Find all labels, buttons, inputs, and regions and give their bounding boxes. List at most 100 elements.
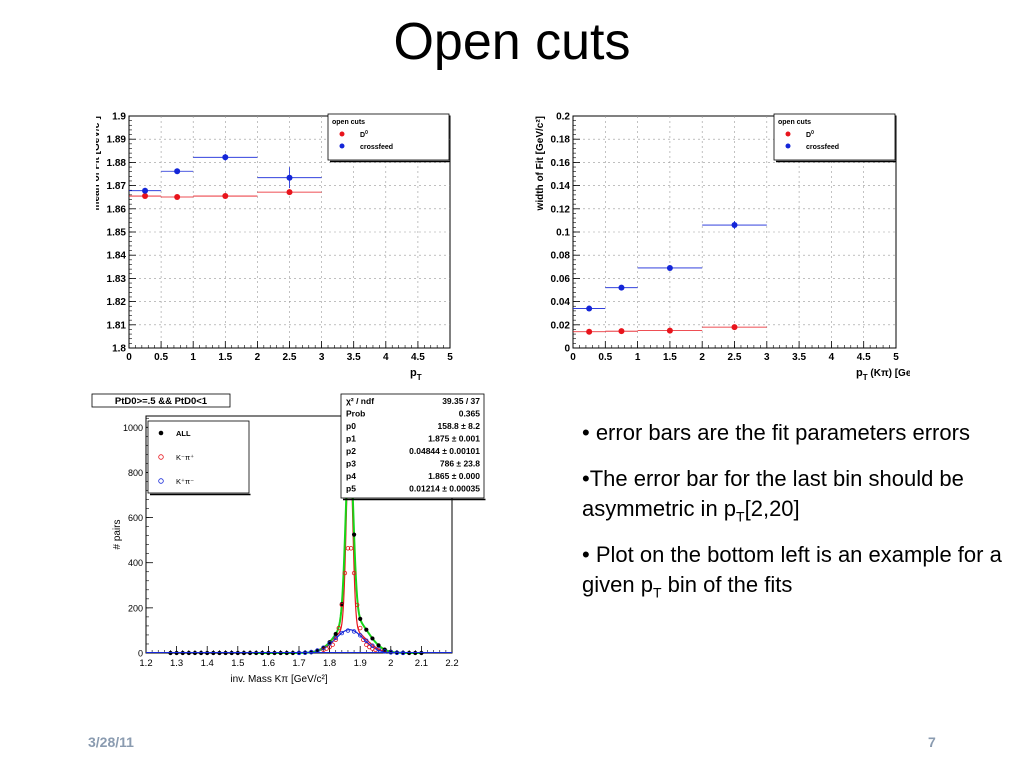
x-axis-label-tail: (Kπ) [GeV/c²] — [868, 368, 910, 379]
stats-param-name: χ² / ndf — [346, 396, 374, 406]
k-plus-pi-minus-point — [376, 647, 381, 652]
stats-param-value: 0.365 — [459, 409, 481, 419]
stats-param-value: 1.875 ± 0.001 — [428, 434, 480, 444]
y-tick-label: 0.14 — [551, 181, 571, 192]
histogram-point — [358, 616, 363, 621]
k-minus-pi-plus-point — [351, 570, 357, 576]
data-point — [573, 328, 606, 335]
stats-param-name: p5 — [346, 484, 356, 494]
histogram-point — [333, 631, 338, 637]
data-point — [129, 193, 162, 200]
data-point — [702, 324, 767, 331]
x-tick-label: 2.2 — [445, 658, 458, 669]
bullet-subscript: T — [736, 508, 745, 525]
k-minus-pi-plus-point — [354, 602, 360, 608]
data-marker — [586, 328, 593, 335]
x-tick-label: 4.5 — [857, 352, 871, 363]
x-tick-label: 0.5 — [154, 352, 168, 363]
y-tick-label: 1.86 — [107, 204, 127, 215]
data-point — [161, 168, 194, 175]
legend-marker — [339, 143, 345, 149]
footer-date: 3/28/11 — [88, 734, 134, 750]
bullet-item: • Plot on the bottom left is an example … — [582, 540, 1014, 600]
x-tick-label: 1.7 — [292, 658, 305, 669]
stats-param-name: p2 — [346, 446, 356, 456]
y-tick-label: 1000 — [123, 423, 143, 433]
x-tick-label: 1.9 — [354, 658, 367, 669]
y-tick-label: 1.89 — [107, 135, 127, 146]
x-axis-label: pT (Kπ) [GeV/c²] — [856, 367, 910, 382]
y-tick-label: 1.83 — [107, 274, 127, 285]
legend-marker — [339, 131, 345, 137]
invariant-mass-chart: PtD0>=.5 && PtD0<1 1.2 1.3 1.4 1.5 1.6 1.7 1.8 1… — [91, 393, 486, 685]
legend-marker — [158, 430, 164, 436]
data-marker — [618, 328, 625, 335]
mean-of-fit-chart: 0 0.5 1 1.5 2 2.5 3 3.5 4 4.5 5 1.8 1.81 1.82 1.83 1.84… — [96, 112, 453, 383]
x-tick-label: 2.5 — [728, 352, 742, 363]
x-tick-label: 1 — [635, 352, 641, 363]
k-plus-pi-minus-point — [364, 638, 369, 643]
x-tick-label: 1.4 — [201, 658, 214, 669]
legend-label: D0 — [806, 130, 814, 139]
title-frame — [91, 393, 231, 408]
legend-label: crossfeed — [806, 144, 839, 151]
x-tick-label: 3 — [319, 352, 325, 363]
legend: open cuts D0 crossfeed — [773, 113, 897, 163]
data-point — [573, 305, 606, 312]
legend-marker — [158, 478, 164, 484]
data-marker — [618, 284, 625, 291]
k-minus-pi-plus-point — [336, 625, 341, 631]
x-tick-label: 1.3 — [170, 658, 183, 669]
slide-title: Open cuts — [393, 13, 631, 71]
k-minus-pi-plus-point — [348, 546, 354, 551]
bullet-item: •The error bar for the last bin should b… — [582, 464, 1014, 524]
k-plus-pi-minus-point — [333, 635, 338, 641]
x-axis-label: pT — [410, 367, 422, 382]
x-tick-label: 5 — [893, 352, 899, 363]
bullet-item: • error bars are the fit parameters erro… — [582, 418, 1014, 448]
legend-label-sup: 0 — [811, 130, 814, 136]
x-tick-label: 2 — [699, 352, 705, 363]
histogram-point — [376, 643, 381, 648]
data-marker — [222, 154, 229, 161]
x-tick-label: 4 — [829, 352, 835, 363]
x-tick-label: 3.5 — [347, 352, 361, 363]
y-tick-label: 0 — [564, 344, 570, 355]
y-tick-label: 1.9 — [112, 112, 126, 123]
stats-param-value: 1.865 ± 0.000 — [428, 471, 480, 481]
x-tick-label: 1.2 — [139, 658, 152, 669]
data-marker — [586, 305, 593, 312]
y-tick-label: 600 — [128, 513, 143, 523]
legend-label: crossfeed — [360, 144, 393, 151]
y-axis-label: mean of Fit [GeV/c²] — [96, 116, 102, 210]
x-tick-label: 0 — [570, 352, 576, 363]
data-point — [257, 189, 322, 196]
data-marker — [666, 327, 673, 334]
x-axis-label-subscript: T — [417, 373, 422, 382]
histogram-point — [327, 640, 332, 645]
histogram-point — [351, 532, 357, 537]
data-marker — [142, 187, 149, 194]
y-tick-label: 0 — [138, 649, 143, 659]
y-tick-label: 1.84 — [107, 251, 127, 262]
k-minus-pi-plus-point — [333, 637, 338, 643]
x-tick-label: 4 — [383, 352, 389, 363]
data-marker — [222, 193, 229, 200]
k-plus-pi-minus-point — [370, 643, 375, 648]
data-point — [193, 153, 258, 161]
y-tick-label: 0.02 — [551, 320, 571, 331]
width-of-fit-chart: 0 0.5 1 1.5 2 2.5 3 3.5 4 4.5 5 0 0.02 0.04 0.06 0.08 0.… — [535, 112, 910, 383]
data-point — [161, 193, 194, 200]
y-tick-label: 0.12 — [551, 204, 571, 215]
y-tick-label: 0.06 — [551, 274, 571, 285]
legend-label: K⁻π⁺ — [176, 453, 194, 462]
y-tick-label: 1.87 — [107, 181, 127, 192]
x-axis-label: inv. Mass Kπ [GeV/c²] — [230, 674, 328, 685]
legend-title: open cuts — [332, 119, 365, 126]
k-minus-pi-plus-point — [358, 625, 363, 631]
stats-param-value: 39.35 / 37 — [442, 396, 480, 406]
y-axis-label: # pairs — [112, 519, 123, 549]
x-tick-label: 3.5 — [792, 352, 806, 363]
k-plus-pi-minus-point — [358, 633, 363, 638]
k-minus-pi-plus-point — [364, 642, 369, 647]
